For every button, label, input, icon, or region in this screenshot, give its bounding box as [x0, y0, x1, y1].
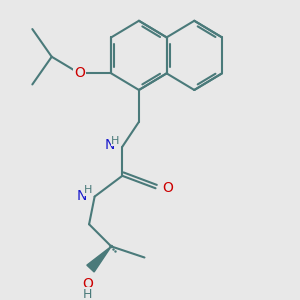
Text: H: H [83, 288, 92, 300]
Text: O: O [74, 66, 85, 80]
Text: O: O [163, 181, 173, 195]
Text: N: N [77, 189, 87, 203]
Text: N: N [105, 138, 115, 152]
Polygon shape [87, 246, 111, 272]
Text: H: H [83, 185, 92, 196]
Text: H: H [111, 136, 120, 146]
Text: O: O [82, 277, 93, 291]
